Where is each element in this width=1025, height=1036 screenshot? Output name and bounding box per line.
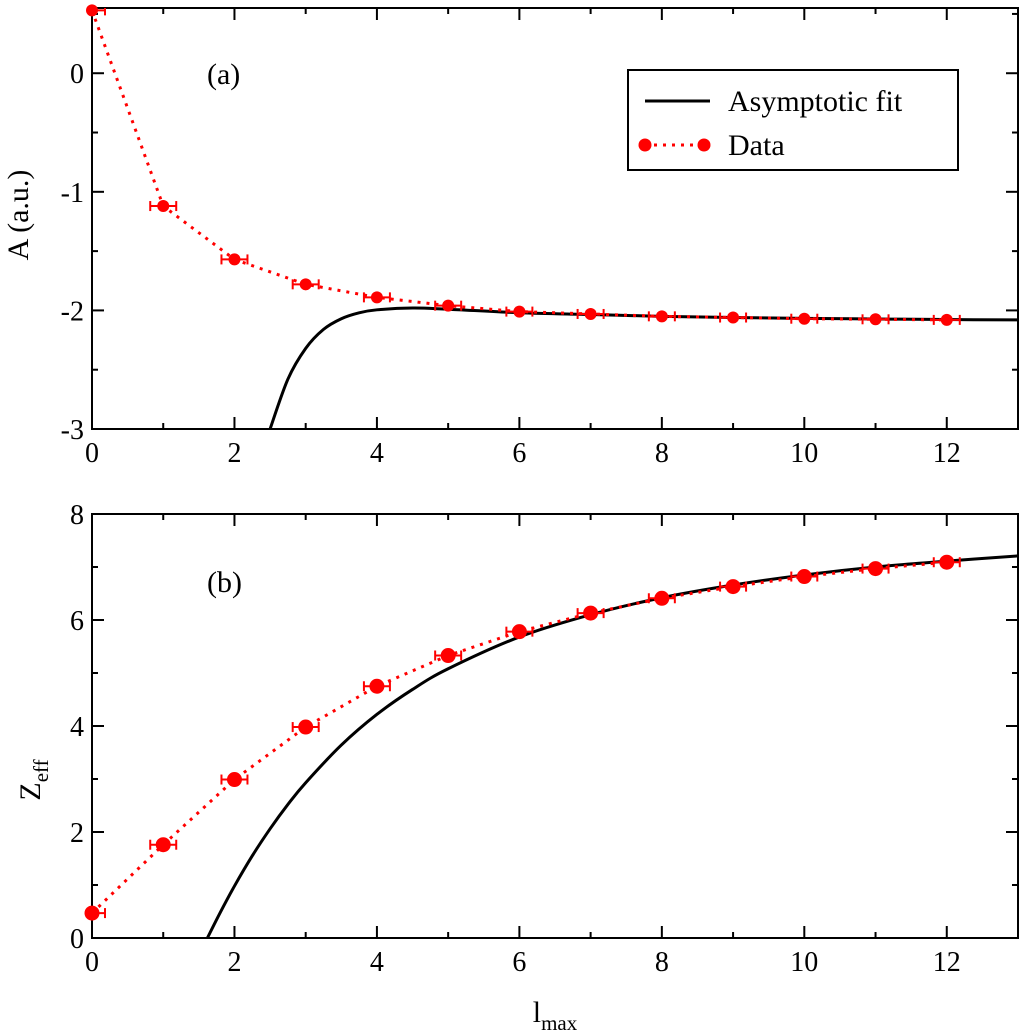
data-point <box>654 590 670 606</box>
data-line <box>92 560 947 915</box>
x-tick-label: 8 <box>655 947 669 978</box>
data-point <box>583 605 599 621</box>
legend <box>627 69 959 171</box>
x-tick-label: 2 <box>227 947 241 978</box>
x-tick-label: 2 <box>227 438 241 469</box>
data-point <box>655 310 668 323</box>
data-point <box>442 299 455 312</box>
z-sub: eff <box>29 759 53 782</box>
legend-data-label: Data <box>728 129 785 162</box>
data-point <box>796 569 812 585</box>
data-point <box>369 678 385 694</box>
data-point <box>84 905 100 921</box>
data-point <box>940 313 953 326</box>
y-tick-label: -3 <box>61 415 84 446</box>
x-tick-label: 4 <box>370 438 384 469</box>
fit-curve <box>268 306 1018 429</box>
data-point <box>584 307 597 320</box>
data-point <box>868 561 884 577</box>
y-tick-label: 6 <box>70 606 84 637</box>
x-tick-label: 4 <box>370 947 384 978</box>
panel-a-ticks: 0 2 4 6 8 10 12 -3 -2 -1 0 <box>61 8 1019 469</box>
x-tick-label: 10 <box>790 438 818 469</box>
x-tick-label: 12 <box>933 947 961 978</box>
data-point <box>511 624 527 640</box>
data-point <box>939 554 955 570</box>
y-tick-label: 8 <box>70 500 84 531</box>
data-point <box>869 313 882 326</box>
data-point <box>370 291 383 304</box>
panel-b-ticks: 0 2 4 6 8 10 12 0 2 4 6 8 <box>70 500 1019 978</box>
x-tick-label: 0 <box>85 438 99 469</box>
y-tick-label: 2 <box>70 818 84 849</box>
panel-a-label: (a) <box>207 58 240 91</box>
y-tick-label: 4 <box>70 712 84 743</box>
data-point <box>725 579 741 595</box>
y-tick-label: 0 <box>70 59 84 90</box>
data-point <box>798 312 811 325</box>
data-point <box>513 305 526 318</box>
panel-b-y-axis-label: Zeff <box>14 759 53 800</box>
panel-b-x-axis-label: lmax <box>533 996 578 1035</box>
panel-b-markers <box>84 554 955 921</box>
data-point <box>155 837 171 853</box>
legend-data-marker-left <box>638 138 652 152</box>
x-tick-label: 8 <box>655 438 669 469</box>
l-sub: max <box>541 1011 578 1035</box>
panel-b-label: (b) <box>207 566 242 599</box>
y-tick-label: 0 <box>70 924 84 955</box>
panel-a-markers <box>86 4 953 326</box>
data-point <box>299 278 312 291</box>
y-tick-label: -1 <box>61 178 84 209</box>
panel-a-frame <box>91 7 1019 430</box>
data-point <box>440 648 456 664</box>
fit-curve <box>206 554 1018 938</box>
data-point <box>727 311 740 324</box>
x-tick-label: 6 <box>512 947 526 978</box>
x-tick-label: 12 <box>933 438 961 469</box>
data-point <box>86 4 98 17</box>
x-tick-label: 0 <box>85 947 99 978</box>
panel-b-series <box>92 554 1018 938</box>
z-main: Z <box>14 782 47 800</box>
l-main: l <box>533 996 541 1029</box>
data-point <box>226 772 242 788</box>
legend-data-marker-right <box>697 138 711 152</box>
legend-fit-label: Asymptotic fit <box>728 85 903 118</box>
data-point <box>298 719 314 735</box>
y-tick-label: -2 <box>61 296 84 327</box>
panel-b-plot-area <box>92 554 1018 938</box>
x-tick-label: 6 <box>512 438 526 469</box>
data-point <box>157 200 170 213</box>
data-point <box>228 253 241 266</box>
legend-box <box>627 69 959 171</box>
x-tick-label: 10 <box>790 947 818 978</box>
panel-a-y-axis-label: A (a.u.) <box>2 170 35 261</box>
